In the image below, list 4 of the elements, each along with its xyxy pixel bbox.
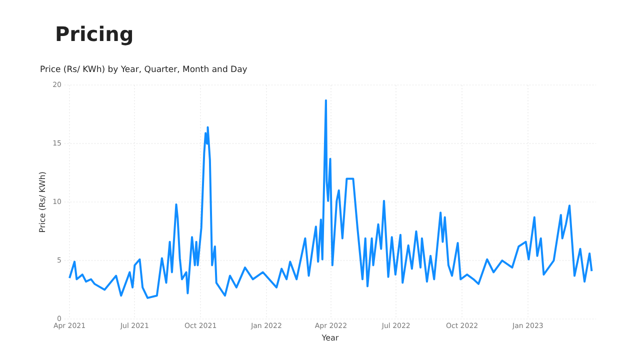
chart-title: Pricing [55, 22, 134, 46]
y-axis-title: Price (Rs/ KWh) [38, 171, 47, 233]
x-axis-title: Year [320, 333, 340, 342]
chart-subtitle: Price (Rs/ KWh) by Year, Quarter, Month and Day [40, 65, 248, 75]
